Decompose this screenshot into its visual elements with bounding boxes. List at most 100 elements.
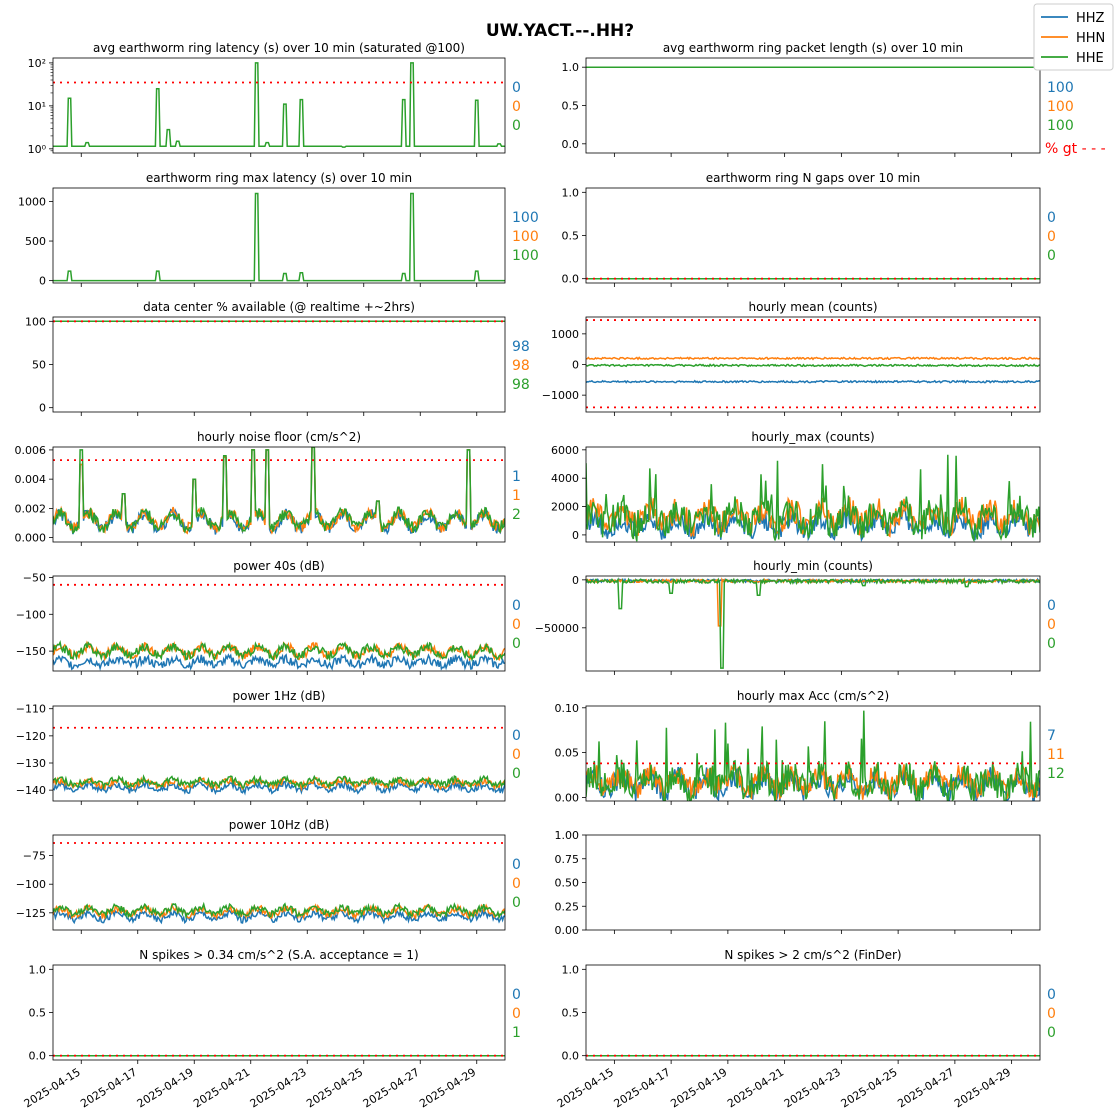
axes-frame xyxy=(52,575,506,672)
pct-label-hhe: 12 xyxy=(1047,766,1065,782)
panel-2: earthworm ring max latency (s) over 10 m… xyxy=(18,171,539,288)
y-tick-label: −125 xyxy=(16,907,46,920)
panel-12: power 10Hz (dB) −125 −100 −75 0 0 0 xyxy=(16,818,521,934)
x-tick-label: 2025-04-23 xyxy=(782,1066,843,1111)
pct-label-hhz: 1 xyxy=(512,469,521,485)
legend-label-hhe: HHE xyxy=(1076,51,1104,66)
panel-1: avg earthworm ring packet length (s) ove… xyxy=(562,41,1106,157)
plot-area xyxy=(53,583,505,671)
y-tick-label: 10² xyxy=(28,57,46,70)
legend: HHZ HHN HHE xyxy=(1033,3,1114,71)
panel-title: N spikes > 0.34 cm/s^2 (S.A. acceptance … xyxy=(139,948,418,962)
pct-label-hhn: 0 xyxy=(512,747,521,763)
panel-title: earthworm ring max latency (s) over 10 m… xyxy=(146,171,412,185)
pct-label-hhn: 0 xyxy=(512,876,521,892)
pct-label-hhn: 1 xyxy=(512,488,521,504)
panels-group: avg earthworm ring latency (s) over 10 m… xyxy=(15,41,1106,1110)
y-tick-label: 0.10 xyxy=(555,702,580,715)
pct-label-hhz: 0 xyxy=(512,728,521,744)
y-tick-label: 0.004 xyxy=(15,473,47,486)
panel-5: hourly mean (counts) −1000 0 1000 xyxy=(542,300,1041,416)
axes-frame xyxy=(52,964,506,1061)
plot-area xyxy=(586,454,1040,542)
pct-label-hhn: 11 xyxy=(1047,747,1065,763)
y-tick-label: 2000 xyxy=(551,501,579,514)
y-tick-label: 0 xyxy=(572,574,579,587)
panel-title: hourly_min (counts) xyxy=(753,559,873,573)
plot-area xyxy=(53,447,505,536)
y-tick-label: 1000 xyxy=(551,328,579,341)
y-tick-label: 0.000 xyxy=(15,532,47,545)
pct-label-hhe: 0 xyxy=(512,766,521,782)
series-line-hhe xyxy=(53,640,505,662)
y-tick-label: 1.00 xyxy=(555,829,580,842)
pct-label-hhz: 100 xyxy=(512,210,539,226)
y-tick-label: 0.0 xyxy=(562,138,580,151)
panel-9: hourly_min (counts) −50000 0 0 0 0 xyxy=(535,559,1056,675)
pct-label-hhe: 100 xyxy=(512,248,539,264)
axes-frame xyxy=(52,705,506,802)
y-tick-label: 1.0 xyxy=(29,963,47,976)
axes-frame xyxy=(52,316,506,413)
x-tick-label: 2025-04-29 xyxy=(417,1066,478,1111)
axes-frame xyxy=(585,187,1041,284)
panel-title: power 10Hz (dB) xyxy=(229,818,330,832)
pct-label-hhz: 0 xyxy=(512,598,521,614)
y-tick-label: 0.006 xyxy=(15,444,47,457)
y-tick-label: 1.0 xyxy=(562,186,580,199)
y-tick-label: −100 xyxy=(16,608,46,621)
plot-area xyxy=(53,192,505,282)
y-tick-label: −50000 xyxy=(535,622,579,635)
y-tick-label: −140 xyxy=(16,784,46,797)
y-tick-label: 0 xyxy=(572,529,579,542)
y-tick-label: −150 xyxy=(16,645,46,658)
plot-area xyxy=(586,319,1040,409)
axes-frame xyxy=(585,834,1041,931)
y-tick-label: 1.0 xyxy=(562,61,580,74)
series-line-hhe xyxy=(586,454,1040,542)
pct-label-hhe: 1 xyxy=(512,1025,521,1041)
y-tick-label: 0.75 xyxy=(555,853,580,866)
y-tick-label: 500 xyxy=(25,235,46,248)
pct-label-hhn: 0 xyxy=(512,617,521,633)
y-tick-label: 1.0 xyxy=(562,963,580,976)
y-tick-label: 0.50 xyxy=(555,877,580,890)
y-tick-label: −100 xyxy=(16,878,46,891)
pct-label-hhn: 0 xyxy=(512,99,521,115)
axes-frame xyxy=(52,57,506,154)
y-tick-label: 0.25 xyxy=(555,900,580,913)
x-tick-label: 2025-04-25 xyxy=(839,1066,900,1111)
y-tick-label: 4000 xyxy=(551,472,579,485)
pct-label-hhz: 0 xyxy=(512,80,521,96)
x-tick-label: 2025-04-19 xyxy=(668,1066,729,1111)
panel-title: hourly noise floor (cm/s^2) xyxy=(197,430,361,444)
pct-label-hhn: 0 xyxy=(1047,1006,1056,1022)
y-tick-label: 6000 xyxy=(551,444,579,457)
x-tick-label: 2025-04-15 xyxy=(555,1066,616,1111)
y-tick-label: 0.5 xyxy=(562,1007,580,1020)
y-tick-label: −110 xyxy=(16,703,46,716)
plot-area xyxy=(53,842,505,925)
pct-label-hhn: 100 xyxy=(512,229,539,245)
panel-3: earthworm ring N gaps over 10 min 0.0 0.5 1… xyxy=(562,171,1056,287)
panel-10: power 1Hz (dB) −140 −130 −120 −110 0 0 0 xyxy=(16,689,521,805)
pct-label-hhe: 0 xyxy=(512,636,521,652)
y-tick-label: 0.00 xyxy=(555,924,580,937)
series-line-hhe xyxy=(53,192,505,282)
y-tick-label: 0 xyxy=(39,275,46,288)
x-tick-label: 2025-04-15 xyxy=(22,1066,83,1111)
axes-frame xyxy=(585,57,1041,154)
pct-label-hhn: 0 xyxy=(1047,229,1056,245)
pct-label-hhz: 0 xyxy=(1047,987,1056,1003)
series-line-hhn xyxy=(586,356,1040,361)
panel-8: power 40s (dB) −150 −100 −50 0 0 0 xyxy=(16,559,521,675)
y-tick-label: 0 xyxy=(39,402,46,415)
panel-title: avg earthworm ring packet length (s) ove… xyxy=(663,41,963,55)
pct-label-hhz: 0 xyxy=(512,987,521,1003)
series-line-hhe xyxy=(53,62,505,148)
panel-title: power 1Hz (dB) xyxy=(233,689,326,703)
pct-label-hhn: 100 xyxy=(1047,99,1074,115)
pct-label-hhe: 0 xyxy=(1047,636,1056,652)
axes-frame xyxy=(52,446,506,543)
y-tick-label: 1000 xyxy=(18,195,46,208)
